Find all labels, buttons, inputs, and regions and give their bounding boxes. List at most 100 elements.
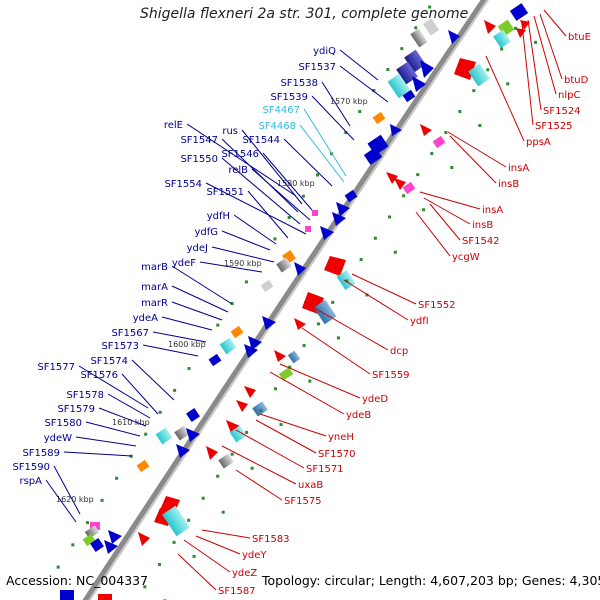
gene-label-ydey: ydeY xyxy=(242,550,267,561)
gene-label-sf1544: SF1544 xyxy=(242,135,280,146)
connector-line-sf1574 xyxy=(131,359,175,401)
connector-line-ycgw xyxy=(415,211,451,257)
tick-dot xyxy=(372,89,376,93)
gene-label-sf4467: SF4467 xyxy=(262,105,300,116)
tick-dot xyxy=(192,554,196,558)
tick-dot xyxy=(414,26,418,30)
tick-dot xyxy=(187,367,191,371)
tick-dot xyxy=(358,110,362,114)
gene-label-ydfi: ydfI xyxy=(410,316,429,327)
tick-dot xyxy=(287,216,291,220)
gene-label-sf4468: SF4468 xyxy=(258,121,296,132)
connector-line-ydeb xyxy=(269,371,345,415)
gene-label-sf1550: SF1550 xyxy=(180,154,218,165)
gene-label-sf1525: SF1525 xyxy=(535,121,573,132)
connector-line-sf1542 xyxy=(429,203,461,241)
connector-line-sf1538 xyxy=(321,81,351,127)
connector-line-sf1551 xyxy=(247,190,289,239)
tick-dot xyxy=(85,521,89,525)
tick-dot xyxy=(514,26,518,30)
gene-label-ydfg: ydfG xyxy=(194,227,218,238)
tick-dot xyxy=(250,466,254,470)
tick-dot xyxy=(56,565,60,569)
kbp-marker-bg xyxy=(166,339,208,349)
gene-label-sf1583: SF1583 xyxy=(252,534,290,545)
gene-label-insa: insA xyxy=(508,163,529,174)
tick-dot xyxy=(387,215,391,219)
connector-line-ydew xyxy=(75,436,137,447)
tick-dot xyxy=(344,131,348,135)
gene-label-relb: relB xyxy=(228,165,248,176)
connector-line-ydfh xyxy=(233,214,277,245)
gene-label-rele: relE xyxy=(164,120,183,131)
connector-line-rele xyxy=(186,123,297,197)
connector-line-sf4467 xyxy=(303,108,347,177)
left-strand-features xyxy=(60,18,460,600)
gene-label-ycgw: ycgW xyxy=(452,252,480,263)
gene-label-ydiq: ydiQ xyxy=(313,46,336,57)
gene-label-ppsa: ppsA xyxy=(526,137,551,148)
connector-line-yded xyxy=(279,363,361,399)
kbp-marker-bg xyxy=(328,96,370,106)
gene-label-uxab: uxaB xyxy=(298,480,323,491)
tick-dot xyxy=(244,280,248,284)
tick-dot xyxy=(259,409,263,413)
tick-dot xyxy=(115,476,119,480)
tick-dot xyxy=(308,379,312,383)
connector-line-sf1571 xyxy=(235,429,305,469)
tick-dot xyxy=(245,430,249,434)
left-label-connectors xyxy=(45,49,389,523)
kbp-marker-bg xyxy=(54,494,96,504)
genome-summary-text: Topology: circular; Length: 4,607,203 bp… xyxy=(262,573,600,588)
tick-dot xyxy=(288,365,292,369)
gene-label-ydej: ydeJ xyxy=(187,243,208,254)
gene-label-sf1546: SF1546 xyxy=(221,149,259,160)
gene-label-nlpc: nlpC xyxy=(558,90,580,101)
gene-label-sf1538: SF1538 xyxy=(280,78,318,89)
connector-line-sf1546 xyxy=(262,152,313,211)
gene-label-ydez: ydeZ xyxy=(232,568,257,579)
gene-label-ydew: ydeW xyxy=(44,433,72,444)
connector-line-insb xyxy=(449,135,497,184)
gene-label-sf1559: SF1559 xyxy=(372,370,410,381)
connector-line-marr xyxy=(171,301,223,321)
tick-dot xyxy=(158,410,162,414)
gene-label-sf1579: SF1579 xyxy=(57,404,95,415)
tick-dot xyxy=(400,47,404,51)
tick-dot xyxy=(500,47,504,51)
connector-line-ydey xyxy=(195,535,241,555)
tick-dot xyxy=(402,194,406,198)
gene-label-yneh: yneH xyxy=(328,432,354,443)
tick-dot xyxy=(71,543,75,547)
connector-line-sf1552 xyxy=(351,273,417,305)
connector-line-dcp xyxy=(303,301,389,351)
connector-line-sf1583 xyxy=(201,529,251,539)
tick-dot xyxy=(534,40,538,44)
connector-line-sf1576 xyxy=(121,373,159,415)
tick-dot xyxy=(230,452,234,456)
connector-line-sf1577 xyxy=(78,365,149,409)
connector-line-btud xyxy=(539,13,563,80)
tick-dot xyxy=(172,540,176,544)
connector-line-sf1590 xyxy=(53,465,81,515)
kbp-marker: 1600 kbp xyxy=(168,340,206,349)
connector-line-sf1579 xyxy=(98,407,147,427)
tick-dot xyxy=(373,236,377,240)
connector-line-nlpc xyxy=(533,15,557,95)
gene-label-ydfh: ydfH xyxy=(207,211,230,222)
right-gene-labels: btuE btuD nlpC SF1524 SF1525 ppsA insA insB insA… xyxy=(218,32,591,597)
gene-label-sf1575: SF1575 xyxy=(284,496,322,507)
connector-line-sf1570 xyxy=(255,419,317,454)
tick-dot xyxy=(422,208,426,212)
tick-dot xyxy=(478,124,482,128)
tick-dot xyxy=(173,388,177,392)
gene-label-sf1539: SF1539 xyxy=(270,92,308,103)
tick-dot xyxy=(428,5,432,9)
connector-line-ydfi xyxy=(343,279,409,321)
gene-label-ydea: ydeA xyxy=(133,313,158,324)
gene-label-sf1524: SF1524 xyxy=(543,106,581,117)
tick-dot xyxy=(386,68,390,72)
gene-label-sf1576: SF1576 xyxy=(80,370,118,381)
tick-dot xyxy=(331,300,335,304)
